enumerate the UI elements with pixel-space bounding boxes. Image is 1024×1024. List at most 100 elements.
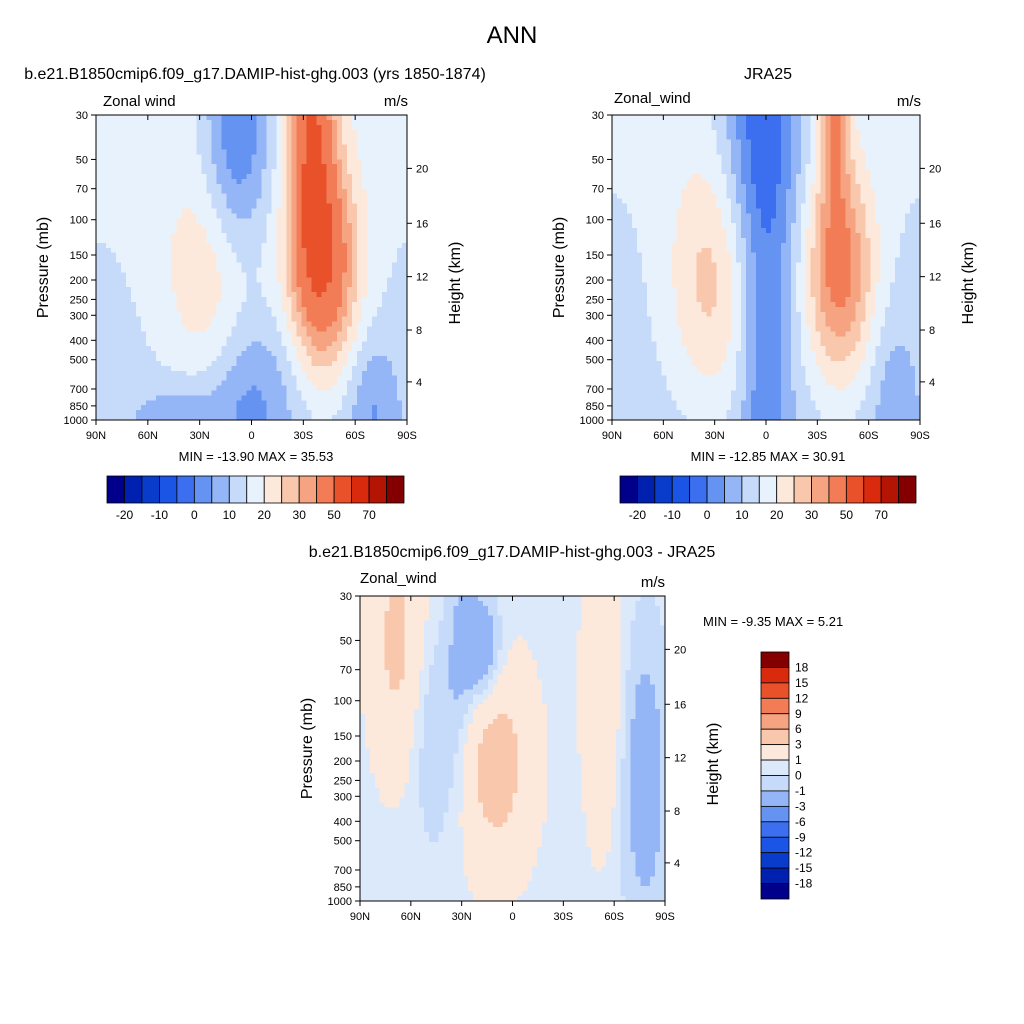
contour-cell bbox=[246, 395, 253, 401]
contour-cell bbox=[281, 188, 288, 195]
contour-cell bbox=[176, 218, 182, 224]
contour-cell bbox=[356, 247, 363, 254]
contour-cell bbox=[141, 375, 147, 382]
contour-cell bbox=[701, 115, 707, 121]
contour-cell bbox=[96, 247, 102, 254]
contour-cell bbox=[865, 188, 871, 195]
contour-cell bbox=[361, 237, 368, 244]
contour-cell bbox=[126, 183, 132, 190]
contour-cell bbox=[381, 178, 388, 185]
contour-cell bbox=[331, 292, 338, 298]
contour-cell bbox=[301, 415, 308, 421]
contour-cell bbox=[880, 129, 886, 136]
contour-cell bbox=[376, 228, 383, 234]
contour-cell bbox=[331, 213, 338, 219]
contour-cell bbox=[131, 247, 137, 254]
contour-cell bbox=[251, 301, 258, 308]
contour-cell bbox=[266, 154, 273, 160]
contour-cell bbox=[241, 301, 248, 308]
contour-cell bbox=[171, 360, 177, 367]
contour-cell bbox=[795, 119, 802, 126]
contour-cell bbox=[820, 193, 827, 200]
contour-cell bbox=[136, 272, 142, 278]
contour-cell bbox=[296, 257, 303, 264]
contour-cell bbox=[766, 149, 772, 155]
contour-cell bbox=[391, 365, 398, 372]
contour-cell bbox=[661, 124, 668, 131]
contour-cell bbox=[386, 277, 393, 283]
contour-cell bbox=[905, 193, 911, 200]
contour-cell bbox=[311, 341, 318, 347]
contour-cell bbox=[266, 218, 273, 224]
contour-cell bbox=[181, 242, 187, 249]
contour-cell bbox=[686, 164, 693, 170]
contour-cell bbox=[331, 410, 338, 416]
contour-cell bbox=[116, 198, 122, 205]
contour-cell bbox=[196, 164, 202, 170]
contour-cell bbox=[106, 223, 112, 229]
contour-cell bbox=[401, 311, 408, 318]
contour-cell bbox=[271, 356, 278, 362]
contour-cell bbox=[256, 257, 263, 264]
contour-cell bbox=[261, 370, 268, 377]
contour-cell bbox=[261, 292, 268, 298]
contour-cell bbox=[136, 277, 142, 283]
contour-cell bbox=[301, 252, 308, 259]
contour-cell bbox=[231, 233, 238, 239]
contour-cell bbox=[346, 242, 353, 249]
contour-cell bbox=[256, 144, 263, 151]
contour-cell bbox=[246, 326, 253, 333]
contour-cell bbox=[361, 193, 368, 200]
contour-cell bbox=[131, 297, 137, 303]
contour-cell bbox=[156, 390, 162, 396]
contour-cell bbox=[321, 287, 328, 293]
contour-cell bbox=[181, 331, 187, 337]
contour-cell bbox=[860, 174, 866, 180]
contour-cell bbox=[121, 316, 127, 323]
contour-cell bbox=[701, 164, 707, 170]
contour-cell bbox=[201, 346, 207, 352]
contour-cell bbox=[612, 183, 618, 190]
contour-cell bbox=[780, 134, 787, 141]
contour-cell bbox=[641, 188, 648, 195]
contour-cell bbox=[356, 193, 363, 200]
contour-cell bbox=[691, 193, 698, 200]
contour-cell bbox=[915, 139, 921, 146]
contour-cell bbox=[106, 301, 112, 308]
contour-cell bbox=[401, 341, 408, 347]
contour-cell bbox=[191, 183, 197, 190]
contour-cell bbox=[900, 193, 906, 200]
contour-cell bbox=[825, 154, 832, 160]
contour-cell bbox=[256, 129, 263, 136]
contour-cell bbox=[136, 154, 142, 160]
contour-cell bbox=[151, 287, 157, 293]
contour-cell bbox=[361, 282, 368, 288]
contour-cell bbox=[191, 356, 197, 362]
contour-cell bbox=[161, 169, 167, 175]
contour-cell bbox=[311, 115, 318, 121]
contour-cell bbox=[181, 375, 187, 382]
contour-cell bbox=[176, 193, 182, 200]
contour-cell bbox=[401, 346, 408, 352]
contour-cell bbox=[276, 257, 283, 264]
contour-cell bbox=[815, 149, 822, 155]
contour-cell bbox=[306, 247, 313, 254]
contour-cell bbox=[741, 169, 747, 175]
contour-cell bbox=[805, 183, 812, 190]
contour-cell bbox=[196, 124, 202, 131]
contour-cell bbox=[261, 336, 268, 342]
contour-cell bbox=[196, 154, 202, 160]
contour-cell bbox=[376, 198, 383, 205]
contour-cell bbox=[276, 331, 283, 337]
contour-cell bbox=[376, 178, 383, 185]
contour-cell bbox=[306, 183, 313, 190]
contour-cell bbox=[216, 306, 223, 313]
contour-cell bbox=[126, 385, 132, 392]
contour-cell bbox=[226, 178, 233, 185]
contour-cell bbox=[166, 218, 172, 224]
contour-cell bbox=[371, 164, 378, 170]
contour-cell bbox=[721, 164, 727, 170]
contour-cell bbox=[860, 183, 866, 190]
contour-cell bbox=[186, 380, 192, 387]
contour-cell bbox=[96, 360, 102, 367]
